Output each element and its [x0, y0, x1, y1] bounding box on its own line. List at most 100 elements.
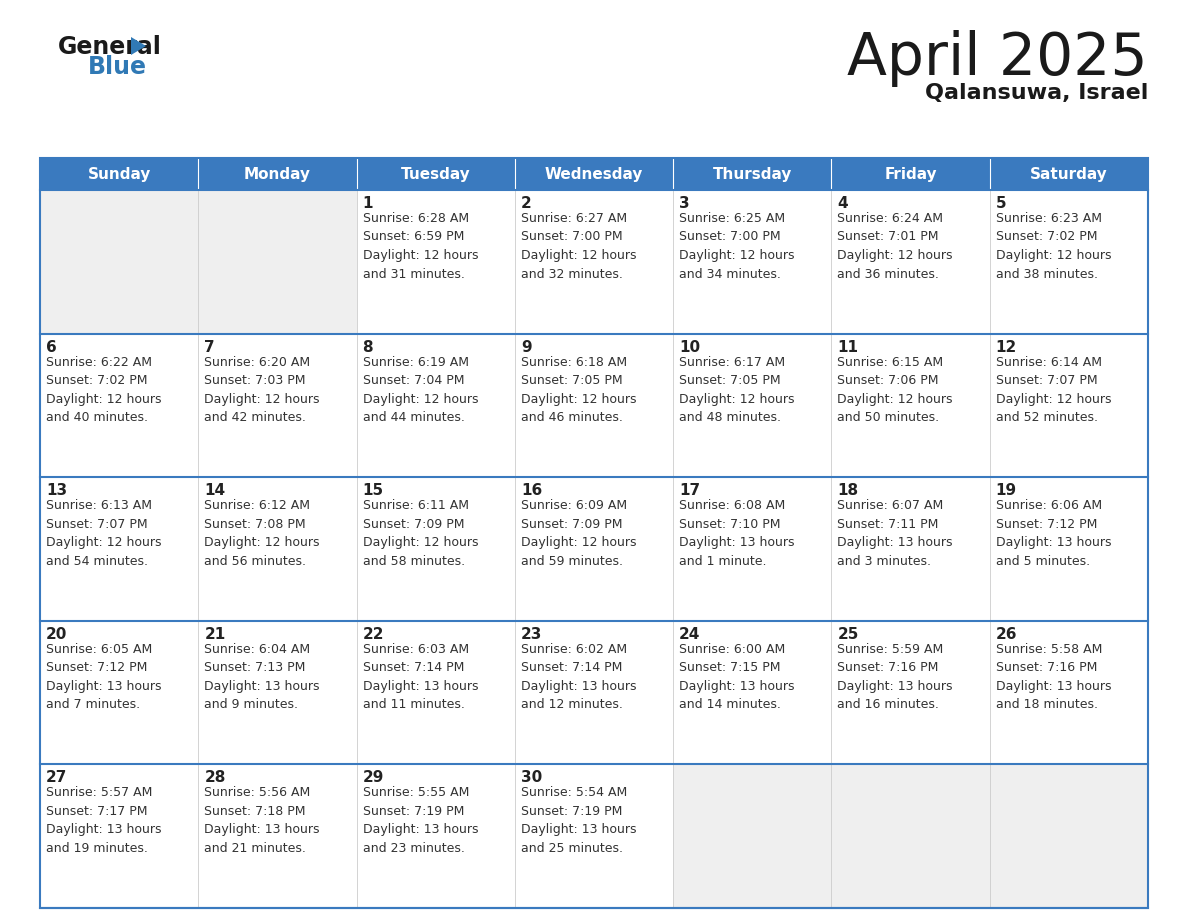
- Text: 11: 11: [838, 340, 859, 354]
- Text: Sunrise: 6:09 AM
Sunset: 7:09 PM
Daylight: 12 hours
and 59 minutes.: Sunrise: 6:09 AM Sunset: 7:09 PM Dayligh…: [520, 499, 637, 567]
- Bar: [40, 158, 198, 190]
- Bar: [198, 158, 356, 190]
- Text: 5: 5: [996, 196, 1006, 211]
- Bar: [40, 477, 198, 621]
- Bar: [990, 158, 1148, 190]
- Text: Sunrise: 6:19 AM
Sunset: 7:04 PM
Daylight: 12 hours
and 44 minutes.: Sunrise: 6:19 AM Sunset: 7:04 PM Dayligh…: [362, 355, 478, 424]
- Bar: [674, 477, 832, 621]
- Text: 15: 15: [362, 483, 384, 498]
- Text: 17: 17: [680, 483, 700, 498]
- Bar: [40, 190, 198, 333]
- Text: Monday: Monday: [244, 166, 311, 182]
- Bar: [514, 190, 674, 333]
- Bar: [674, 333, 832, 477]
- Text: Sunrise: 6:11 AM
Sunset: 7:09 PM
Daylight: 12 hours
and 58 minutes.: Sunrise: 6:11 AM Sunset: 7:09 PM Dayligh…: [362, 499, 478, 567]
- Bar: [514, 621, 674, 765]
- Text: 20: 20: [46, 627, 68, 642]
- Text: Sunrise: 6:04 AM
Sunset: 7:13 PM
Daylight: 13 hours
and 9 minutes.: Sunrise: 6:04 AM Sunset: 7:13 PM Dayligh…: [204, 643, 320, 711]
- Bar: [832, 158, 990, 190]
- Bar: [832, 190, 990, 333]
- Text: 24: 24: [680, 627, 701, 642]
- Polygon shape: [131, 37, 146, 55]
- Text: Sunrise: 6:22 AM
Sunset: 7:02 PM
Daylight: 12 hours
and 40 minutes.: Sunrise: 6:22 AM Sunset: 7:02 PM Dayligh…: [46, 355, 162, 424]
- Text: Sunrise: 5:55 AM
Sunset: 7:19 PM
Daylight: 13 hours
and 23 minutes.: Sunrise: 5:55 AM Sunset: 7:19 PM Dayligh…: [362, 787, 478, 855]
- Text: 6: 6: [46, 340, 57, 354]
- Text: Sunday: Sunday: [88, 166, 151, 182]
- Bar: [198, 621, 356, 765]
- Text: Sunrise: 5:56 AM
Sunset: 7:18 PM
Daylight: 13 hours
and 21 minutes.: Sunrise: 5:56 AM Sunset: 7:18 PM Dayligh…: [204, 787, 320, 855]
- Text: 8: 8: [362, 340, 373, 354]
- Text: Sunrise: 6:03 AM
Sunset: 7:14 PM
Daylight: 13 hours
and 11 minutes.: Sunrise: 6:03 AM Sunset: 7:14 PM Dayligh…: [362, 643, 478, 711]
- Bar: [40, 765, 198, 908]
- Text: Sunrise: 5:54 AM
Sunset: 7:19 PM
Daylight: 13 hours
and 25 minutes.: Sunrise: 5:54 AM Sunset: 7:19 PM Dayligh…: [520, 787, 637, 855]
- Bar: [356, 477, 514, 621]
- Bar: [832, 765, 990, 908]
- Bar: [356, 190, 514, 333]
- Text: 28: 28: [204, 770, 226, 786]
- Text: 23: 23: [520, 627, 542, 642]
- Bar: [832, 477, 990, 621]
- Text: Sunrise: 6:05 AM
Sunset: 7:12 PM
Daylight: 13 hours
and 7 minutes.: Sunrise: 6:05 AM Sunset: 7:12 PM Dayligh…: [46, 643, 162, 711]
- Text: Sunrise: 6:14 AM
Sunset: 7:07 PM
Daylight: 12 hours
and 52 minutes.: Sunrise: 6:14 AM Sunset: 7:07 PM Dayligh…: [996, 355, 1111, 424]
- Text: 9: 9: [520, 340, 531, 354]
- Text: Sunrise: 6:27 AM
Sunset: 7:00 PM
Daylight: 12 hours
and 32 minutes.: Sunrise: 6:27 AM Sunset: 7:00 PM Dayligh…: [520, 212, 637, 281]
- Text: Sunrise: 6:17 AM
Sunset: 7:05 PM
Daylight: 12 hours
and 48 minutes.: Sunrise: 6:17 AM Sunset: 7:05 PM Dayligh…: [680, 355, 795, 424]
- Text: Sunrise: 5:59 AM
Sunset: 7:16 PM
Daylight: 13 hours
and 16 minutes.: Sunrise: 5:59 AM Sunset: 7:16 PM Dayligh…: [838, 643, 953, 711]
- Text: Sunrise: 5:58 AM
Sunset: 7:16 PM
Daylight: 13 hours
and 18 minutes.: Sunrise: 5:58 AM Sunset: 7:16 PM Dayligh…: [996, 643, 1111, 711]
- Text: 16: 16: [520, 483, 542, 498]
- Bar: [198, 190, 356, 333]
- Text: Sunrise: 6:02 AM
Sunset: 7:14 PM
Daylight: 13 hours
and 12 minutes.: Sunrise: 6:02 AM Sunset: 7:14 PM Dayligh…: [520, 643, 637, 711]
- Bar: [990, 333, 1148, 477]
- Bar: [674, 158, 832, 190]
- Text: 26: 26: [996, 627, 1017, 642]
- Text: Sunrise: 6:13 AM
Sunset: 7:07 PM
Daylight: 12 hours
and 54 minutes.: Sunrise: 6:13 AM Sunset: 7:07 PM Dayligh…: [46, 499, 162, 567]
- Bar: [674, 621, 832, 765]
- Bar: [356, 158, 514, 190]
- Bar: [832, 621, 990, 765]
- Text: Qalansuwa, Israel: Qalansuwa, Israel: [924, 83, 1148, 103]
- Text: Sunrise: 6:25 AM
Sunset: 7:00 PM
Daylight: 12 hours
and 34 minutes.: Sunrise: 6:25 AM Sunset: 7:00 PM Dayligh…: [680, 212, 795, 281]
- Bar: [990, 765, 1148, 908]
- Text: Sunrise: 6:06 AM
Sunset: 7:12 PM
Daylight: 13 hours
and 5 minutes.: Sunrise: 6:06 AM Sunset: 7:12 PM Dayligh…: [996, 499, 1111, 567]
- Text: 10: 10: [680, 340, 700, 354]
- Bar: [514, 477, 674, 621]
- Bar: [990, 477, 1148, 621]
- Text: Sunrise: 6:08 AM
Sunset: 7:10 PM
Daylight: 13 hours
and 1 minute.: Sunrise: 6:08 AM Sunset: 7:10 PM Dayligh…: [680, 499, 795, 567]
- Text: 19: 19: [996, 483, 1017, 498]
- Bar: [674, 190, 832, 333]
- Bar: [40, 333, 198, 477]
- Text: 3: 3: [680, 196, 690, 211]
- Text: 2: 2: [520, 196, 531, 211]
- Text: 25: 25: [838, 627, 859, 642]
- Bar: [198, 477, 356, 621]
- Text: 21: 21: [204, 627, 226, 642]
- Text: 1: 1: [362, 196, 373, 211]
- Text: 27: 27: [46, 770, 68, 786]
- Text: April 2025: April 2025: [847, 30, 1148, 87]
- Text: 30: 30: [520, 770, 542, 786]
- Text: Sunrise: 6:15 AM
Sunset: 7:06 PM
Daylight: 12 hours
and 50 minutes.: Sunrise: 6:15 AM Sunset: 7:06 PM Dayligh…: [838, 355, 953, 424]
- Bar: [198, 333, 356, 477]
- Bar: [40, 621, 198, 765]
- Bar: [674, 765, 832, 908]
- Text: Sunrise: 6:23 AM
Sunset: 7:02 PM
Daylight: 12 hours
and 38 minutes.: Sunrise: 6:23 AM Sunset: 7:02 PM Dayligh…: [996, 212, 1111, 281]
- Text: Sunrise: 6:18 AM
Sunset: 7:05 PM
Daylight: 12 hours
and 46 minutes.: Sunrise: 6:18 AM Sunset: 7:05 PM Dayligh…: [520, 355, 637, 424]
- Text: Sunrise: 6:20 AM
Sunset: 7:03 PM
Daylight: 12 hours
and 42 minutes.: Sunrise: 6:20 AM Sunset: 7:03 PM Dayligh…: [204, 355, 320, 424]
- Text: Sunrise: 6:24 AM
Sunset: 7:01 PM
Daylight: 12 hours
and 36 minutes.: Sunrise: 6:24 AM Sunset: 7:01 PM Dayligh…: [838, 212, 953, 281]
- Text: 4: 4: [838, 196, 848, 211]
- Bar: [990, 621, 1148, 765]
- Bar: [40, 158, 1148, 908]
- Text: 7: 7: [204, 340, 215, 354]
- Text: 29: 29: [362, 770, 384, 786]
- Text: Sunrise: 5:57 AM
Sunset: 7:17 PM
Daylight: 13 hours
and 19 minutes.: Sunrise: 5:57 AM Sunset: 7:17 PM Dayligh…: [46, 787, 162, 855]
- Text: 12: 12: [996, 340, 1017, 354]
- Text: 13: 13: [46, 483, 68, 498]
- Bar: [832, 333, 990, 477]
- Text: 14: 14: [204, 483, 226, 498]
- Bar: [514, 158, 674, 190]
- Bar: [198, 765, 356, 908]
- Text: General: General: [58, 35, 162, 59]
- Bar: [356, 765, 514, 908]
- Text: Sunrise: 6:07 AM
Sunset: 7:11 PM
Daylight: 13 hours
and 3 minutes.: Sunrise: 6:07 AM Sunset: 7:11 PM Dayligh…: [838, 499, 953, 567]
- Bar: [990, 190, 1148, 333]
